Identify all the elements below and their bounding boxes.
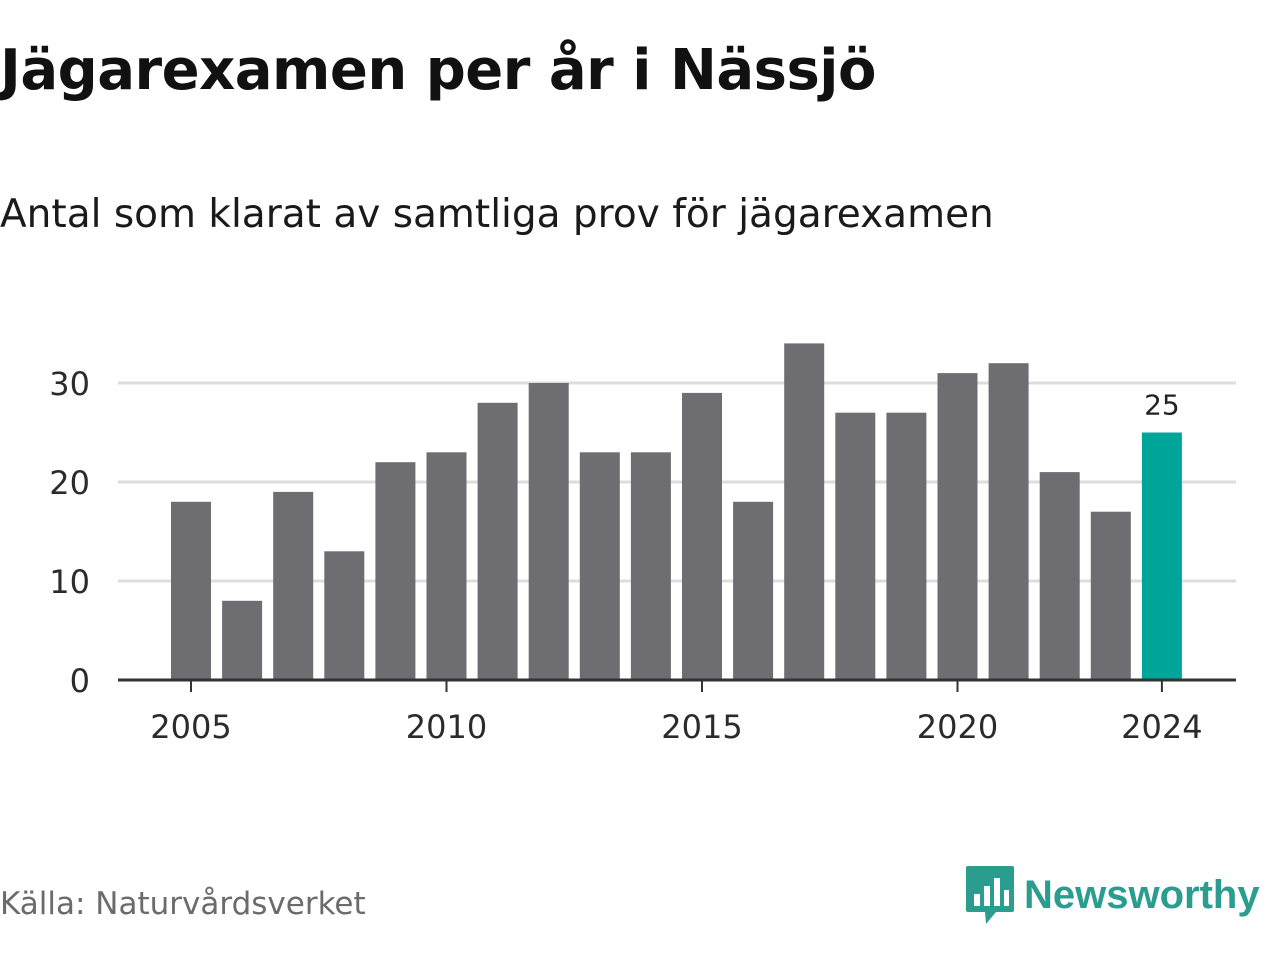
- bar-2016: [733, 501, 774, 680]
- bar-2014: [630, 452, 671, 680]
- bar-2011: [477, 402, 518, 680]
- bar-chart: 0 10 20 30 2005 2010 2015 2020 2024 25: [49, 343, 1236, 746]
- axes: [118, 678, 1236, 692]
- bar-2013: [579, 452, 620, 680]
- x-tick-label: 2010: [406, 708, 487, 746]
- chart-subtitle: Antal som klarat av samtliga prov för jä…: [0, 192, 994, 237]
- bar-2021: [988, 363, 1029, 680]
- labels: 0 10 20 30 2005 2010 2015 2020 2024 25: [49, 365, 1202, 746]
- newsworthy-logo-icon: [966, 866, 1014, 924]
- x-tick-label: 2015: [661, 708, 742, 746]
- x-tick-label: 2005: [150, 708, 231, 746]
- chart-title: Jägarexamen per år i Nässjö: [0, 38, 876, 103]
- newsworthy-logo[interactable]: Newsworthy: [964, 864, 1260, 926]
- x-tick-label: 2020: [917, 708, 998, 746]
- source-note: Källa: Naturvårdsverket: [0, 886, 366, 922]
- x-tick-label: 2024: [1121, 708, 1202, 746]
- data-label-2024: 25: [1144, 389, 1180, 422]
- bar-2018: [835, 412, 876, 680]
- bar-2019: [886, 412, 927, 680]
- bars: [171, 343, 1182, 680]
- bar-2022: [1039, 472, 1080, 680]
- bar-2010: [426, 452, 467, 680]
- bar-2009: [375, 462, 416, 680]
- bar-2017: [784, 343, 825, 680]
- bar-2012: [528, 383, 569, 680]
- bar-2023: [1090, 511, 1131, 680]
- bar-2024: [1141, 432, 1182, 680]
- bar-2007: [273, 491, 314, 680]
- bar-2008: [324, 551, 365, 680]
- bar-2015: [682, 392, 722, 680]
- y-tick-label: 30: [49, 365, 90, 403]
- bar-2020: [937, 373, 978, 680]
- y-tick-label: 20: [49, 464, 90, 502]
- bar-2005: [171, 501, 211, 680]
- y-tick-label: 0: [70, 662, 90, 700]
- bar-2006: [222, 600, 263, 680]
- brand-name: Newsworthy: [1024, 872, 1260, 917]
- y-tick-label: 10: [49, 563, 90, 601]
